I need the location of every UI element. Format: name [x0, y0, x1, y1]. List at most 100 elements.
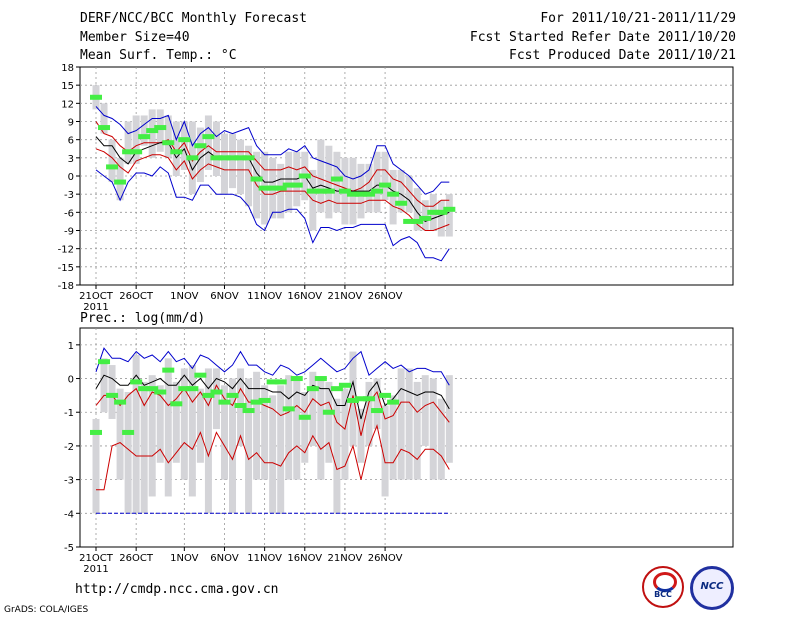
precip-observed-marker: [226, 392, 239, 398]
precip-ensemble-box: [381, 405, 389, 497]
produced-date: Fcst Produced Date 2011/10/21: [509, 48, 736, 63]
temp-x-year-label: 2011: [83, 302, 108, 313]
temp-observed-marker: [234, 155, 247, 161]
temp-observed-marker: [443, 206, 456, 212]
temp-observed-marker: [338, 188, 351, 194]
precip-observed-marker: [250, 399, 263, 405]
precip-ensemble-box: [100, 358, 108, 413]
temp-observed-marker: [435, 209, 448, 215]
precip-observed-marker: [306, 386, 319, 392]
temp-observed-marker: [322, 188, 335, 194]
precip-ensemble-box: [212, 368, 220, 430]
precip-observed-marker: [322, 409, 335, 415]
temp-ensemble-box: [333, 151, 341, 213]
temp-ensemble-box: [172, 121, 180, 176]
temp-y-tick-label: -12: [58, 245, 74, 256]
precip-observed-marker: [298, 414, 311, 420]
bcc-logo: BCC: [642, 566, 684, 608]
temp-ensemble-box: [229, 133, 237, 189]
temp-observed-marker: [106, 164, 119, 170]
member-size: Member Size=40: [80, 30, 190, 45]
temp-y-tick-label: 0: [68, 172, 74, 183]
precip-observed-marker: [290, 376, 303, 382]
precip-ensemble-box: [445, 375, 453, 463]
precip-observed-marker: [146, 386, 159, 392]
precip-ensemble-box: [116, 388, 124, 480]
refer-date: Fcst Started Refer Date 2011/10/20: [469, 30, 736, 45]
temp-ensemble-box: [108, 139, 116, 183]
temp-observed-marker: [218, 155, 231, 161]
precip-y-tick-label: -1: [64, 408, 74, 419]
temp-observed-marker: [371, 188, 384, 194]
precip-observed-marker: [274, 379, 287, 385]
temp-ensemble-box: [373, 151, 381, 213]
temp-ensemble-box: [156, 109, 164, 152]
temp-ensemble-box: [148, 109, 156, 158]
precip-observed-marker: [346, 397, 359, 403]
temp-observed-marker: [90, 94, 102, 100]
precip-series-lower-mid: [96, 423, 450, 491]
temp-observed-marker: [427, 209, 440, 215]
precip-observed-marker: [258, 397, 271, 403]
temp-ensemble-box: [140, 115, 148, 146]
precip-observed-marker: [202, 392, 215, 398]
precip-x-tick-label: 26OCT: [119, 553, 154, 564]
precip-ensemble-box: [397, 368, 405, 480]
temp-ensemble-box: [421, 200, 429, 231]
temp-x-tick-label: 11NOV: [247, 291, 282, 302]
precip-ensemble-box: [325, 381, 333, 463]
temp-x-tick-label: 21NOV: [328, 291, 363, 302]
forecast-period: For 2011/10/21-2011/11/29: [540, 11, 736, 26]
temp-ensemble-box: [413, 188, 421, 231]
precip-observed-marker: [90, 429, 102, 435]
temp-observed-marker: [274, 185, 287, 191]
temp-ensemble-box: [237, 139, 245, 195]
precip-ensemble-box: [301, 392, 309, 463]
temp-ensemble-box: [245, 145, 253, 207]
precip-ensemble-box: [108, 365, 116, 419]
temp-y-tick-label: -18: [58, 281, 74, 292]
temp-observed-marker: [330, 176, 343, 182]
temp-ensemble-box: [437, 200, 445, 237]
temp-observed-marker: [170, 149, 183, 155]
temp-observed-marker: [130, 149, 143, 155]
temp-observed-marker: [98, 125, 111, 131]
temp-observed-marker: [242, 155, 255, 161]
temp-observed-marker: [290, 182, 303, 188]
temp-y-tick-label: -6: [64, 208, 74, 219]
precip-observed-marker: [371, 408, 384, 414]
temp-series-mean: [95, 136, 450, 222]
precip-x-tick-label: 6NOV: [210, 553, 239, 564]
precip-observed-marker: [98, 359, 111, 365]
precip-observed-marker: [338, 382, 351, 388]
temp-y-tick-label: -3: [64, 190, 74, 201]
precip-ensemble-box: [156, 385, 164, 463]
precip-observed-marker: [363, 396, 376, 402]
temp-observed-marker: [122, 149, 135, 155]
precip-ensemble-box: [405, 368, 413, 480]
temp-observed-marker: [411, 218, 424, 224]
temp-x-tick-label: 1NOV: [170, 291, 199, 302]
temp-ensemble-box: [180, 121, 188, 170]
precip-observed-marker: [138, 386, 151, 392]
precip-ensemble-box: [140, 381, 148, 514]
precip-ensemble-box: [293, 378, 301, 480]
temp-observed-marker: [162, 140, 175, 146]
temp-observed-marker: [186, 155, 199, 161]
precip-series-upper: [95, 347, 450, 386]
precip-panel-label: Prec.: log(mm/d): [80, 311, 206, 326]
precip-ensemble-box: [309, 371, 317, 446]
precip-observed-marker: [387, 399, 400, 405]
precip-observed-marker: [379, 392, 392, 398]
temp-ensemble-box: [285, 151, 293, 213]
precip-ensemble-box: [180, 368, 188, 480]
precip-ensemble-box: [421, 375, 429, 446]
precip-x-year-label: 2011: [83, 564, 108, 575]
precip-ensemble-box: [220, 385, 228, 480]
precip-ensemble-box: [333, 398, 341, 514]
temp-series-upper: [95, 106, 450, 195]
site-url[interactable]: http://cmdp.ncc.cma.gov.cn: [75, 582, 279, 597]
precip-ensemble-box: [124, 392, 132, 514]
temp-ensemble-box: [204, 115, 212, 170]
temp-observed-marker: [226, 155, 239, 161]
